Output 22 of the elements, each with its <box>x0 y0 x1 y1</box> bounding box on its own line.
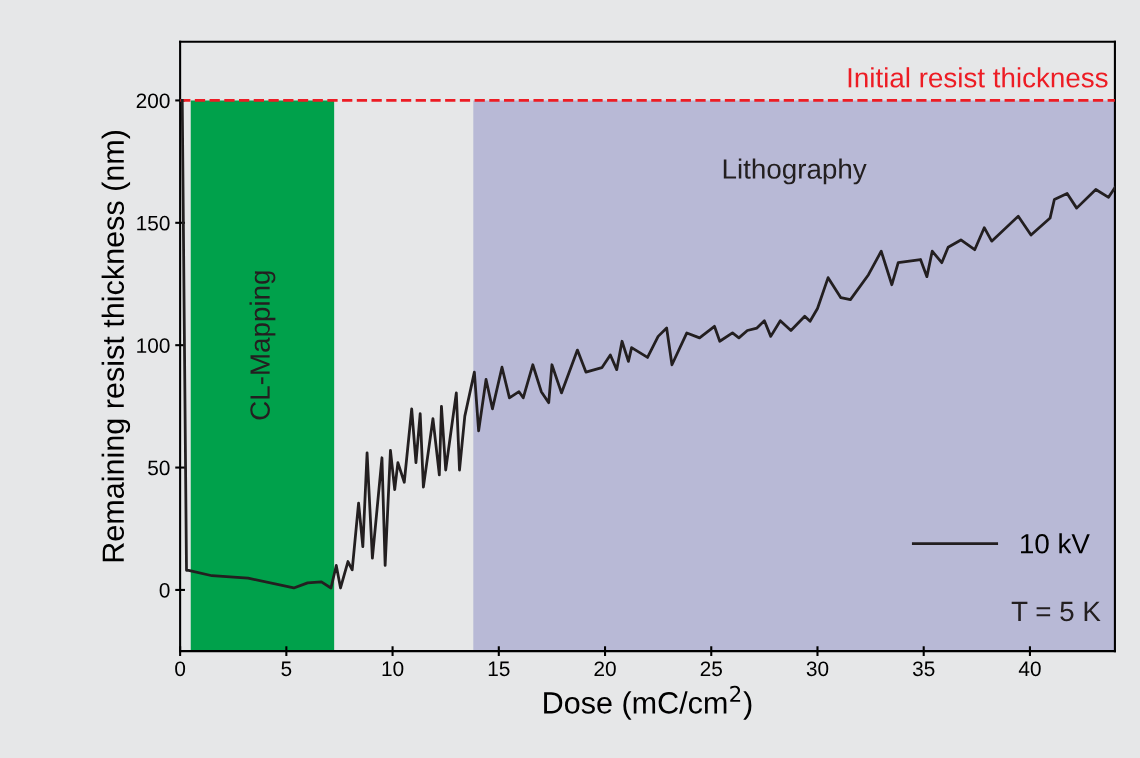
band-label: CL-Mapping <box>249 271 276 420</box>
legend-label: 10 kV <box>1021 533 1090 554</box>
x-tick-label: 30 <box>806 661 829 677</box>
ref-line-label: Initial resist thickness <box>848 67 1108 88</box>
y-tick-label: 50 <box>148 460 170 476</box>
x-tick-label: 25 <box>700 661 722 677</box>
x-axis-title: Dose (mC/cm$^{2}$) <box>544 685 752 720</box>
band-label: Lithography <box>723 158 867 185</box>
y-tick-label: 100 <box>137 338 170 353</box>
annotation: T = 5 K <box>1011 601 1101 622</box>
y-axis-title: Remaining resist thickness (nm) <box>101 130 131 562</box>
x-tick-label: 15 <box>488 661 510 677</box>
x-tick-label: 5 <box>281 661 292 677</box>
x-tick-label: 20 <box>594 661 616 677</box>
x-tick-label: 35 <box>912 661 935 677</box>
x-tick-label: 10 <box>382 661 404 677</box>
x-tick-label: 40 <box>1018 661 1041 677</box>
y-tick-label: 0 <box>159 582 170 598</box>
y-tick-label: 150 <box>137 215 170 231</box>
line-series <box>180 99 1115 590</box>
x-tick-label: 0 <box>175 661 186 677</box>
y-tick-label: 200 <box>136 93 170 109</box>
